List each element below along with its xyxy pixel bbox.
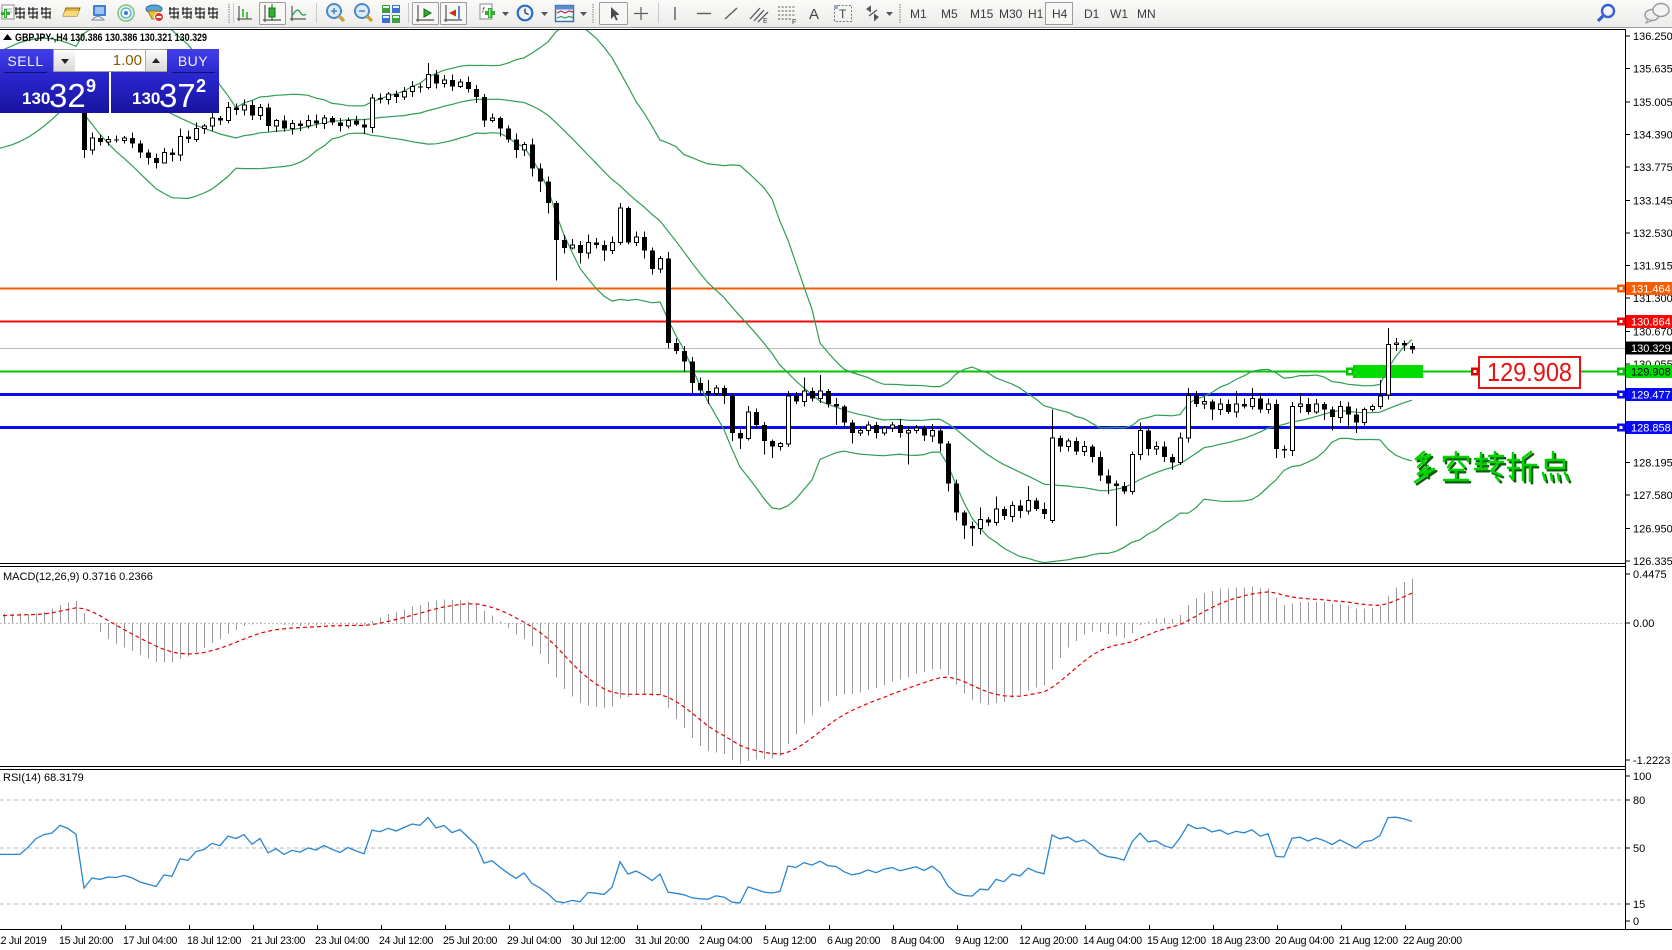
svg-text:M30: M30: [999, 7, 1023, 21]
svg-text:MACD(12,26,9) 0.3716 0.2366: MACD(12,26,9) 0.3716 0.2366: [3, 571, 153, 583]
svg-text:30 Jul 12:00: 30 Jul 12:00: [571, 935, 626, 947]
svg-text:23 Jul 04:00: 23 Jul 04:00: [315, 935, 370, 947]
svg-text:0.4475: 0.4475: [1633, 569, 1667, 581]
svg-text:T: T: [839, 7, 847, 21]
svg-text:25 Jul 20:00: 25 Jul 20:00: [443, 935, 498, 947]
svg-text:M5: M5: [941, 7, 958, 21]
svg-text:D1: D1: [1084, 7, 1100, 21]
svg-text:RSI(14) 68.3179: RSI(14) 68.3179: [3, 772, 84, 784]
svg-text:134.390: 134.390: [1633, 129, 1672, 141]
svg-text:131.915: 131.915: [1633, 261, 1672, 273]
svg-text:50: 50: [1633, 843, 1645, 855]
svg-text:15: 15: [1633, 899, 1645, 911]
svg-text:24 Jul 12:00: 24 Jul 12:00: [379, 935, 434, 947]
svg-text:W1: W1: [1110, 7, 1128, 21]
svg-text:f: f: [482, 6, 485, 15]
svg-text:80: 80: [1633, 795, 1645, 807]
svg-text:H4: H4: [1052, 7, 1068, 21]
svg-text:2 Aug 04:00: 2 Aug 04:00: [699, 935, 753, 947]
svg-text:129.908: 129.908: [1487, 357, 1572, 387]
svg-text:18 Jul 12:00: 18 Jul 12:00: [187, 935, 242, 947]
svg-text:131.300: 131.300: [1633, 293, 1672, 305]
svg-text:128.195: 128.195: [1633, 458, 1672, 470]
svg-text:E: E: [763, 18, 768, 25]
svg-text:21 Jul 23:00: 21 Jul 23:00: [251, 935, 306, 947]
svg-text:126.335: 126.335: [1633, 556, 1672, 568]
svg-text:133.775: 133.775: [1633, 162, 1672, 174]
svg-text:9 Aug 12:00: 9 Aug 12:00: [955, 935, 1009, 947]
svg-text:128.858: 128.858: [1631, 423, 1671, 435]
svg-text:127.580: 127.580: [1633, 490, 1672, 502]
svg-text:133.145: 133.145: [1633, 195, 1672, 207]
svg-text:135.635: 135.635: [1633, 64, 1672, 76]
svg-text:20 Aug 04:00: 20 Aug 04:00: [1275, 935, 1334, 947]
svg-text:F: F: [792, 19, 796, 26]
svg-text:100: 100: [1633, 771, 1651, 783]
svg-text:0: 0: [1633, 916, 1639, 928]
svg-text:MN: MN: [1137, 7, 1156, 21]
svg-text:131.464: 131.464: [1631, 284, 1671, 296]
svg-text:5 Aug 12:00: 5 Aug 12:00: [763, 935, 817, 947]
svg-text:130.670: 130.670: [1633, 326, 1672, 338]
svg-text:17 Jul 04:00: 17 Jul 04:00: [123, 935, 178, 947]
svg-text:M15: M15: [970, 7, 994, 21]
svg-text:129.477: 129.477: [1631, 390, 1671, 402]
svg-text:8 Aug 04:00: 8 Aug 04:00: [891, 935, 945, 947]
svg-text:29 Jul 04:00: 29 Jul 04:00: [507, 935, 562, 947]
svg-text:GBPJPY-,H4 130.386 130.386 13: GBPJPY-,H4 130.386 130.386 130.321 130.3…: [15, 32, 207, 44]
svg-text:130.329: 130.329: [1631, 343, 1671, 355]
svg-text:135.005: 135.005: [1633, 97, 1672, 109]
svg-text:12 Aug 20:00: 12 Aug 20:00: [1019, 935, 1078, 947]
svg-text:0.00: 0.00: [1633, 618, 1654, 630]
svg-text:12 Jul 2019: 12 Jul 2019: [0, 935, 47, 947]
svg-text:M1: M1: [910, 7, 927, 21]
svg-text:130.864: 130.864: [1631, 317, 1671, 329]
svg-text:14 Aug 04:00: 14 Aug 04:00: [1083, 935, 1142, 947]
svg-text:18 Aug 23:00: 18 Aug 23:00: [1211, 935, 1270, 947]
svg-text:6 Aug 20:00: 6 Aug 20:00: [827, 935, 881, 947]
svg-text:31 Jul 20:00: 31 Jul 20:00: [635, 935, 690, 947]
svg-text:21 Aug 12:00: 21 Aug 12:00: [1339, 935, 1398, 947]
svg-text:132.530: 132.530: [1633, 228, 1672, 240]
svg-text:129.908: 129.908: [1631, 367, 1671, 379]
svg-text:15 Jul 20:00: 15 Jul 20:00: [59, 935, 114, 947]
svg-text:15 Aug 12:00: 15 Aug 12:00: [1147, 935, 1206, 947]
svg-text:H1: H1: [1028, 7, 1044, 21]
svg-text:136.250: 136.250: [1633, 31, 1672, 43]
svg-text:126.950: 126.950: [1633, 523, 1672, 535]
svg-text:22 Aug 20:00: 22 Aug 20:00: [1403, 935, 1462, 947]
svg-text:-1.2223: -1.2223: [1633, 755, 1670, 767]
svg-text:A: A: [809, 6, 819, 23]
